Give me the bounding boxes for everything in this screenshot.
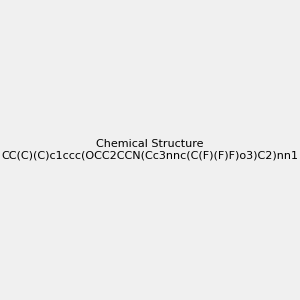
Text: Chemical Structure
CC(C)(C)c1ccc(OCC2CCN(Cc3nnc(C(F)(F)F)o3)C2)nn1: Chemical Structure CC(C)(C)c1ccc(OCC2CCN… bbox=[2, 139, 298, 161]
